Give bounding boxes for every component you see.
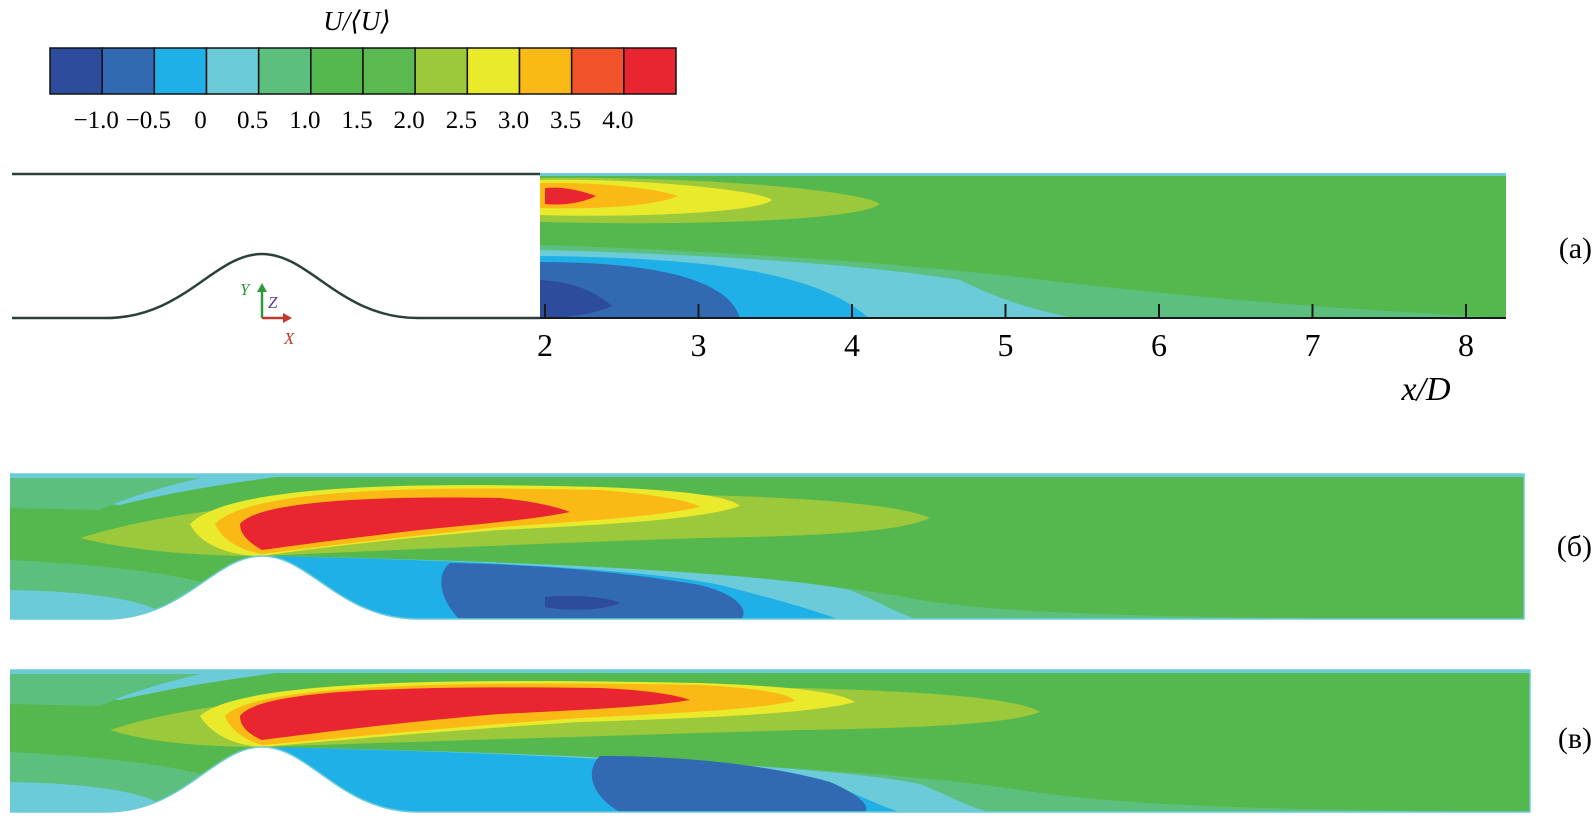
x-arrow-head bbox=[283, 313, 292, 323]
contour-field-b bbox=[10, 474, 1524, 619]
x-tick-label: 2 bbox=[537, 327, 553, 363]
colorbar-cells bbox=[49, 47, 677, 95]
contour-field-a bbox=[540, 173, 1506, 319]
x-tick-label: 4 bbox=[844, 327, 860, 363]
colorbar-title: U/⟨U⟩ bbox=[323, 6, 391, 36]
triad-z-label: Z bbox=[268, 293, 278, 312]
colorbar-cell bbox=[518, 47, 573, 95]
x-axis-label: x/D bbox=[1400, 371, 1451, 408]
x-tick-label: 3 bbox=[691, 327, 707, 363]
colorbar-tick-label: 3.5 bbox=[550, 107, 581, 134]
colorbar-cell bbox=[153, 47, 208, 95]
colorbar-tick-label: 2.5 bbox=[446, 107, 477, 134]
contour-field-c bbox=[10, 670, 1530, 812]
colorbar-tick-label: −0.5 bbox=[126, 107, 171, 134]
panel-label-a: (а) bbox=[1559, 232, 1592, 265]
panel-c: (в) bbox=[10, 669, 1592, 813]
axes-triad: Y Z X bbox=[240, 280, 295, 348]
panel-label-c: (в) bbox=[1558, 722, 1592, 755]
colorbar-cell bbox=[466, 47, 521, 95]
panel-a: Y Z X 2 3 4 5 6 7 8 x/D (а) bbox=[12, 172, 1592, 408]
x-axis-ticks: 2 3 4 5 6 7 8 bbox=[537, 304, 1474, 363]
colorbar-ticks: −1.0 −0.5 0 0.5 1.0 1.5 2.0 2.5 3.0 3.5 4.0 bbox=[73, 107, 633, 134]
channel-bottom-wall-hill bbox=[12, 252, 540, 320]
y-arrow-head bbox=[257, 283, 267, 292]
triad-y-label: Y bbox=[240, 280, 251, 299]
x-tick-label: 8 bbox=[1458, 327, 1474, 363]
colorbar-cell bbox=[205, 47, 260, 95]
colorbar-tick-label: 0 bbox=[194, 107, 207, 134]
x-tick-label: 6 bbox=[1151, 327, 1167, 363]
colorbar-cell bbox=[570, 47, 625, 95]
colorbar-cell bbox=[310, 47, 364, 95]
panel-b-outline bbox=[10, 473, 1525, 620]
panel-c-outline bbox=[10, 669, 1531, 813]
x-tick-label: 5 bbox=[998, 327, 1014, 363]
colorbar-cell bbox=[414, 47, 469, 95]
colorbar-tick-label: −1.0 bbox=[73, 107, 118, 134]
colorbar-cell bbox=[101, 47, 156, 95]
colorbar-tick-label: 1.0 bbox=[289, 107, 320, 134]
panel-label-b: (б) bbox=[1557, 530, 1592, 563]
colorbar-tick-label: 4.0 bbox=[602, 107, 633, 134]
triad-x-label: X bbox=[283, 329, 295, 348]
colorbar-cell bbox=[362, 47, 416, 95]
colorbar-cell bbox=[257, 47, 312, 95]
colorbar-tick-label: 3.0 bbox=[498, 107, 529, 134]
x-tick-label: 7 bbox=[1305, 327, 1321, 363]
colorbar: U/⟨U⟩ −1.0 −0.5 0 0.5 1.0 1.5 2.0 2.5 3.0 3.5 4.0 bbox=[49, 6, 677, 134]
colorbar-cell bbox=[49, 47, 103, 95]
colorbar-tick-label: 2.0 bbox=[394, 107, 425, 134]
colorbar-tick-label: 1.5 bbox=[341, 107, 372, 134]
colorbar-tick-label: 0.5 bbox=[237, 107, 268, 134]
colorbar-cell bbox=[623, 47, 677, 95]
panel-b: (б) bbox=[10, 473, 1592, 620]
